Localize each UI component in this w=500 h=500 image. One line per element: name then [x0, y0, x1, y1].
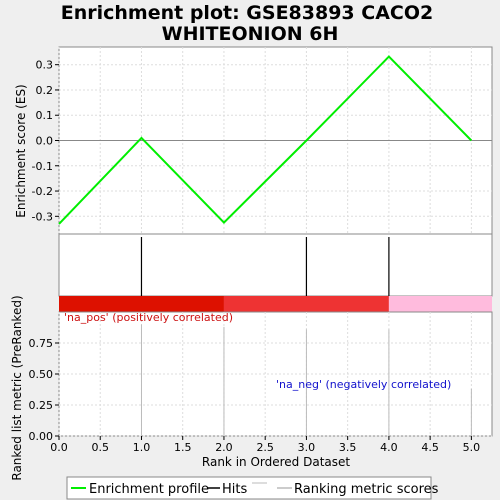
title-line-2: WHITEONION 6H	[162, 23, 339, 45]
enrichment-profile-line	[58, 55, 473, 225]
legend-ranking-metric-scores: Ranking metric scores	[294, 482, 439, 497]
correlation-color-bar	[59, 296, 492, 312]
es-y-tick-label: 0.1	[36, 109, 54, 122]
x-tick-label: 2.0	[215, 441, 233, 454]
es-y-tick-label: -0.2	[32, 185, 53, 198]
legend-box	[66, 476, 432, 500]
x-tick-label: 2.5	[256, 441, 274, 454]
x-tick-label: 1.5	[174, 441, 192, 454]
es-y-tick-label: -0.1	[32, 160, 53, 173]
x-tick-label: 3.5	[339, 441, 357, 454]
rank-y-tick-label: 0.25	[29, 399, 54, 412]
x-tick-label: 5.0	[463, 441, 481, 454]
color-bar-segment-0	[59, 296, 224, 312]
es-y-tick-label: 0.0	[36, 135, 54, 148]
color-bar-segment-2	[388, 296, 492, 312]
hits-group	[140, 237, 390, 296]
ranking-y-axis-label: Ranked list metric (PreRanked)	[10, 295, 24, 480]
title-line-1: Enrichment plot: GSE83893 CACO2	[61, 2, 434, 24]
es-y-ticks: 0.3 0.2 0.1 0.0 -0.1 -0.2 -0.3	[32, 59, 59, 223]
x-axis-label: Rank in Ordered Dataset	[202, 455, 350, 469]
legend-hits: Hits	[222, 482, 247, 497]
x-tick-label: 3.0	[298, 441, 316, 454]
ranking-metric-bars	[140, 324, 472, 436]
x-ticks: 0.0 0.5 1.0 1.5 2.0 2.5 3.0 3.5 4.0 4.5 5.0	[50, 436, 480, 454]
es-y-tick-label: -0.3	[32, 210, 53, 223]
ranking-grid	[58, 312, 492, 437]
x-tick-label: 0.0	[50, 441, 68, 454]
color-bar-segment-1	[223, 296, 389, 312]
hits-panel	[58, 233, 493, 297]
rank-y-tick-label: 0.00	[29, 430, 54, 443]
es-y-tick-label: 0.3	[36, 59, 54, 72]
x-tick-label: 4.5	[421, 441, 439, 454]
es-y-axis-label: Enrichment score (ES)	[14, 84, 28, 217]
x-tick-label: 1.0	[133, 441, 151, 454]
es-y-tick-label: 0.2	[36, 84, 54, 97]
x-tick-label: 4.0	[380, 441, 398, 454]
legend-enrichment-profile: Enrichment profile	[89, 482, 209, 497]
positive-correlation-label: 'na_pos' (positively correlated)	[64, 311, 233, 324]
negative-correlation-label: 'na_neg' (negatively correlated)	[276, 378, 451, 391]
ranking-y-ticks: 0.75 0.50 0.25 0.00	[29, 337, 59, 443]
x-tick-label: 0.5	[91, 441, 109, 454]
rank-y-tick-label: 0.50	[29, 368, 54, 381]
rank-y-tick-label: 0.75	[29, 337, 54, 350]
